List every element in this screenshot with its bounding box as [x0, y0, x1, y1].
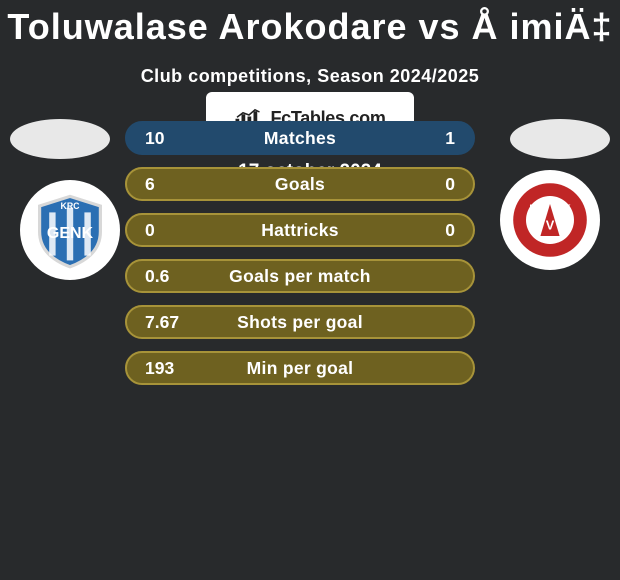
- stat-label: Shots per goal: [237, 312, 363, 333]
- subtitle: Club competitions, Season 2024/2025: [0, 66, 620, 87]
- stat-label: Min per goal: [247, 358, 354, 379]
- club-logo-right: V K K: [500, 170, 600, 270]
- svg-text:K: K: [563, 203, 571, 215]
- stat-right-value: 1: [445, 128, 455, 149]
- stat-row: 193 Min per goal: [125, 351, 475, 385]
- stat-row: 6 Goals 0: [125, 167, 475, 201]
- svg-text:V: V: [546, 218, 555, 233]
- svg-text:KRC: KRC: [60, 201, 80, 211]
- stat-right-value: 0: [445, 220, 455, 241]
- stat-label: Goals per match: [229, 266, 371, 287]
- stat-left-value: 0: [145, 220, 155, 241]
- stat-left-value: 10: [145, 128, 164, 149]
- stat-row: 0.6 Goals per match: [125, 259, 475, 293]
- kortrijk-badge-icon: V K K: [510, 180, 590, 260]
- avatar-right: [510, 119, 610, 159]
- svg-text:GENK: GENK: [47, 225, 94, 242]
- avatar-left: [10, 119, 110, 159]
- stat-left-value: 6: [145, 174, 155, 195]
- stat-left-value: 7.67: [145, 312, 179, 333]
- stat-row: 0 Hattricks 0: [125, 213, 475, 247]
- club-logo-left: KRC GENK: [20, 180, 120, 280]
- stat-row: 7.67 Shots per goal: [125, 305, 475, 339]
- stat-right-value: 0: [445, 174, 455, 195]
- svg-text:K: K: [529, 203, 537, 215]
- page-title: Toluwalase Arokodare vs Å imiÄ‡: [0, 0, 620, 48]
- stat-left-value: 193: [145, 358, 174, 379]
- stat-label: Goals: [275, 174, 325, 195]
- stat-label: Matches: [264, 128, 336, 149]
- stats-column: 10 Matches 1 6 Goals 0 0 Hattricks 0 0.6 Goals per…: [120, 121, 480, 397]
- stat-left-value: 0.6: [145, 266, 169, 287]
- genk-shield-icon: KRC GENK: [30, 190, 110, 270]
- stat-row: 10 Matches 1: [125, 121, 475, 155]
- stat-label: Hattricks: [261, 220, 339, 241]
